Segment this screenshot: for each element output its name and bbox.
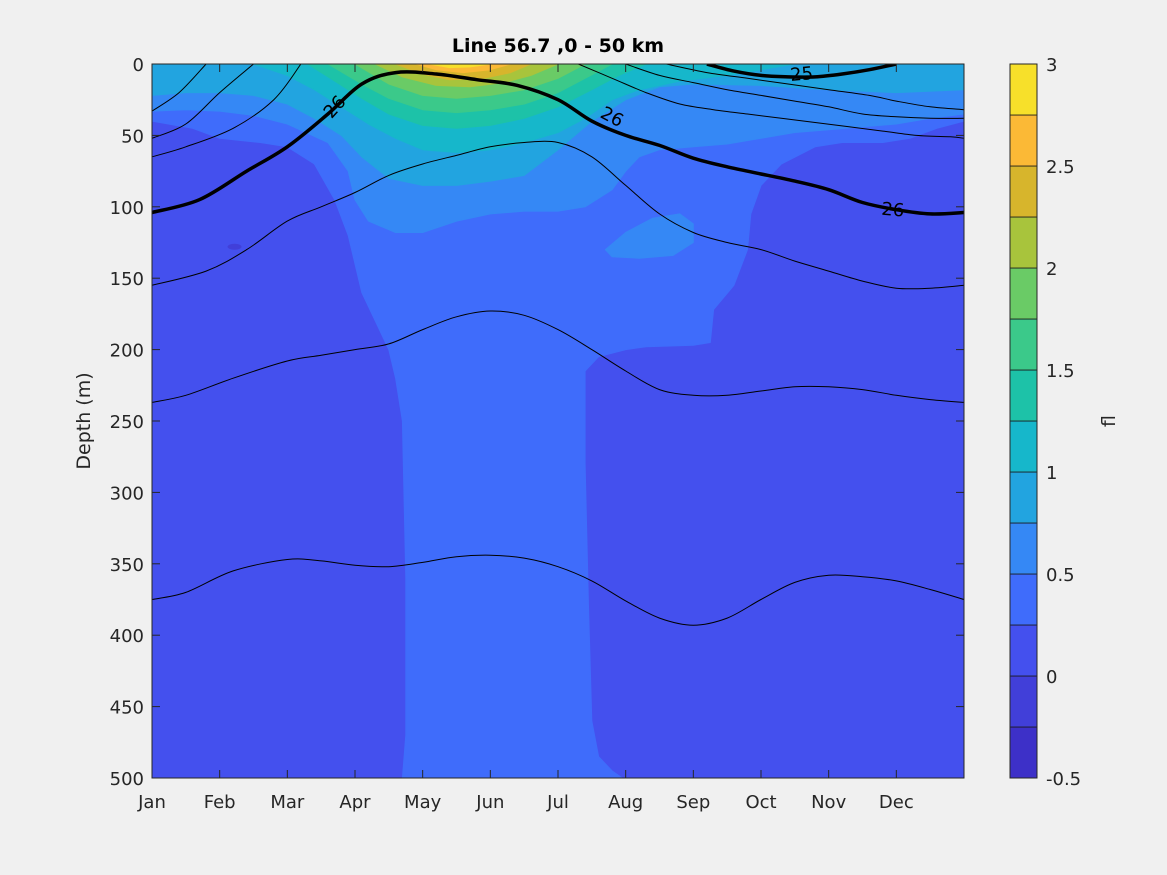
x-tick-label: Nov (811, 792, 846, 813)
colorbar: -0.5 0 0.5 1 1.5 2 2.5 3 (1009, 55, 1081, 790)
contour-line-3 (152, 64, 302, 158)
colorbar-swatch (1009, 165, 1038, 218)
colorbar-swatch (1009, 624, 1038, 677)
colorbar-tick-label: 2.5 (1046, 157, 1075, 178)
contour-line-8 (578, 64, 964, 139)
x-tick-label: Feb (204, 792, 236, 813)
colorbar-swatch (1009, 573, 1038, 626)
colorbar-swatch (1009, 318, 1038, 371)
contour-line-6 (152, 310, 964, 403)
colorbar-swatch (1009, 420, 1038, 473)
contour-line-4 (152, 70, 964, 216)
fill-region-small-blob (227, 243, 242, 250)
y-tick-label: 0 (133, 55, 144, 76)
colorbar-swatch (1009, 522, 1038, 575)
colorbar-swatch (1009, 216, 1038, 269)
colorbar-label: fl (1098, 415, 1120, 427)
x-tick-label: Jan (137, 792, 166, 813)
colorbar-tick-label: 0 (1046, 667, 1057, 688)
colorbar-tick-label: 1 (1046, 463, 1057, 484)
contour-label-4: 25 (789, 63, 814, 86)
colorbar-swatch (1009, 369, 1038, 422)
contour-line-1 (152, 64, 207, 112)
y-tick-label: 50 (121, 126, 144, 147)
y-tick-label: 500 (110, 769, 144, 790)
contour-label-group-3: 26 (881, 199, 906, 222)
x-tick-label: Sep (676, 792, 710, 813)
colorbar-swatch (1009, 675, 1038, 728)
contour-label-3: 26 (881, 199, 906, 222)
colorbar-swatch (1009, 726, 1038, 779)
x-tick-label: Jun (475, 792, 504, 813)
y-tick-label: 150 (110, 269, 144, 290)
chart-title: Line 56.7 ,0 - 50 km (452, 35, 664, 57)
y-tick-label: 450 (110, 698, 144, 719)
x-tick-label: Apr (339, 792, 371, 813)
colorbar-tick-label: -0.5 (1046, 769, 1081, 790)
filled-contours (152, 64, 964, 778)
contour-line-10 (666, 64, 964, 111)
x-tick-label: May (404, 792, 442, 813)
contour-line-7 (152, 554, 964, 626)
y-tick-label: 350 (110, 555, 144, 576)
contour-line-11 (706, 64, 897, 79)
y-tick-label: 200 (110, 341, 144, 362)
y-tick-label: 300 (110, 483, 144, 504)
x-tick-label: Mar (270, 792, 305, 813)
contour-line-2 (152, 64, 254, 139)
x-tick-label: Oct (745, 792, 776, 813)
y-tick-label: 250 (110, 412, 144, 433)
y-axis-label: Depth (m) (73, 372, 95, 469)
colorbar-tick-label: 3 (1046, 55, 1057, 76)
y-tick-label: 400 (110, 626, 144, 647)
colorbar-tick-label: 0.5 (1046, 565, 1075, 586)
colorbar-box (1009, 63, 1038, 779)
contour-label-group-4: 25 (789, 63, 814, 86)
colorbar-tick-label: 2 (1046, 259, 1057, 280)
contour-line-5 (152, 140, 964, 290)
colorbar-swatch (1009, 267, 1038, 320)
x-tick-label: Jul (546, 792, 569, 813)
x-tick-label: Dec (879, 792, 914, 813)
fill-region-aug-patch (604, 213, 694, 259)
contour-line-9 (625, 64, 964, 119)
colorbar-tick-label: 1.5 (1046, 361, 1075, 382)
colorbar-swatch (1009, 63, 1038, 116)
y-tick-label: 100 (110, 198, 144, 219)
fill-region-upper-layer (152, 64, 964, 778)
colorbar-swatch (1009, 114, 1038, 167)
x-tick-label: Aug (608, 792, 643, 813)
colorbar-swatch (1009, 471, 1038, 524)
fill-region-surface-9 (428, 64, 491, 69)
